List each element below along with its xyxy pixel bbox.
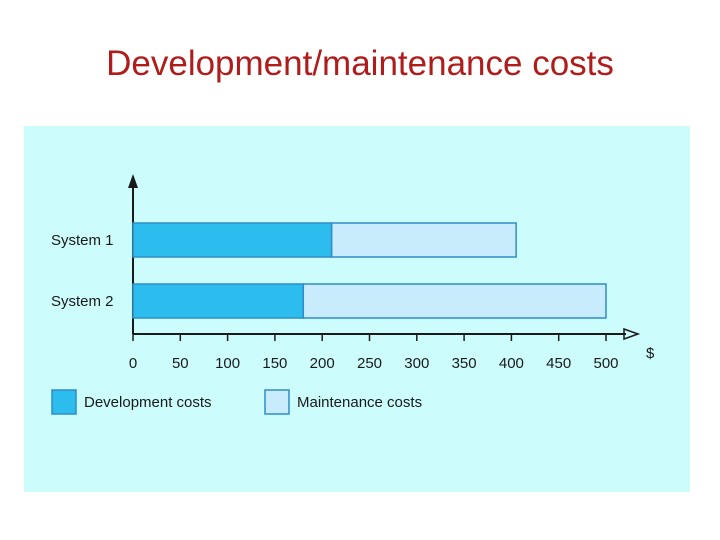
x-tick-label: 500	[593, 355, 618, 372]
maintenance-bar-1	[330, 222, 517, 258]
x-tick-label: 50	[172, 355, 189, 372]
x-tick-label: 100	[215, 355, 240, 372]
legend-swatch-1	[51, 389, 77, 415]
x-tick-label: 250	[357, 355, 382, 372]
legend-label-2: Maintenance costs	[297, 394, 422, 411]
development-bar-1	[132, 222, 333, 258]
x-axis-arrow	[623, 327, 641, 341]
bar-chart: $ System 1 System 2 0 50 100 150 200 250 300 350…	[51, 174, 655, 415]
x-tick-label: 150	[262, 355, 287, 372]
development-bar-2	[132, 283, 305, 319]
slide-title: Development/maintenance costs	[106, 44, 614, 83]
x-tick-label: 450	[546, 355, 571, 372]
legend-label-1: Development costs	[84, 394, 212, 411]
category-labels: System 1 System 2	[51, 232, 114, 310]
maintenance-bar-2	[302, 283, 607, 319]
x-tick-label: 0	[129, 355, 137, 372]
x-tick-label: 300	[404, 355, 429, 372]
chart-panel: $ System 1 System 2 0 50 100 150 200 250 300 350…	[24, 126, 690, 492]
y-axis-arrow	[128, 174, 138, 188]
bars	[132, 222, 607, 319]
legend: Development costs Maintenance costs	[51, 389, 422, 415]
x-tick-label: 350	[452, 355, 477, 372]
x-tick-label: 400	[499, 355, 524, 372]
category-label: System 2	[51, 293, 114, 310]
x-ticks: 0 50 100 150 200 250 300 350 400 450 500	[129, 334, 619, 372]
x-tick-label: 200	[310, 355, 335, 372]
category-label: System 1	[51, 232, 114, 249]
legend-swatch-2	[264, 389, 290, 415]
axes: $	[128, 174, 655, 362]
x-axis-label: $	[646, 345, 655, 362]
